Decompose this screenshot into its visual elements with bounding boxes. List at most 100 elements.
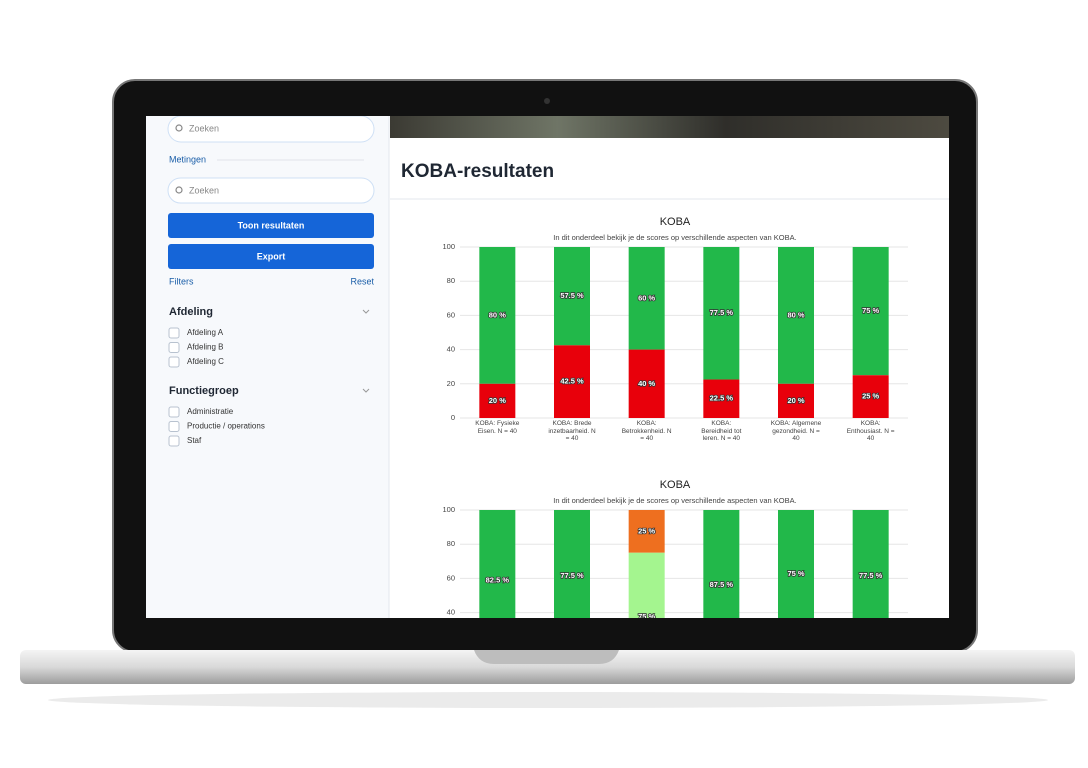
checkbox[interactable] xyxy=(168,327,180,339)
checkbox[interactable] xyxy=(168,342,180,353)
checkbox-label: Afdeling B xyxy=(187,343,223,352)
x-tick-label: KOBA: Fysieke Eisen. N = 40 xyxy=(475,420,520,435)
x-tick-label-box: KOBA: Algemene gezondheid. N = 40 xyxy=(770,420,822,442)
y-tick-label: 60 xyxy=(447,573,455,582)
page-title: KOBA-resultaten xyxy=(401,161,554,182)
x-tick-label: KOBA: Brede inzetbaarheid. N = 40 xyxy=(548,420,596,442)
section-label: Metingen xyxy=(169,154,206,164)
chevron xyxy=(362,309,370,314)
checkbox[interactable] xyxy=(168,421,180,432)
chart-title: KOBA xyxy=(660,216,691,228)
data-label: 80 % xyxy=(489,310,506,319)
data-label: 40 % xyxy=(638,379,655,388)
filter-group-title: Afdeling xyxy=(169,306,213,318)
data-label: 25 % xyxy=(638,526,655,535)
search-box[interactable] xyxy=(167,116,375,143)
y-tick-label: 100 xyxy=(442,242,455,251)
bar-segment xyxy=(778,383,814,418)
checkbox[interactable] xyxy=(168,406,180,418)
button[interactable] xyxy=(168,213,374,238)
checkbox-label: Staf xyxy=(187,436,202,445)
bar-segment xyxy=(852,510,889,618)
y-tick-label: 80 xyxy=(447,276,455,285)
x-tick-label-box: KOBA: Brede inzetbaarheid. N = 40 xyxy=(548,420,596,442)
x-tick-label-box: KOBA: Bereidheid tot leren. N = 40 xyxy=(701,420,742,442)
bar-segment xyxy=(479,383,516,418)
y-tick-label: 80 xyxy=(447,539,455,548)
x-tick-label-box: KOBA: Fysieke Eisen. N = 40 xyxy=(475,420,520,435)
bar-segment xyxy=(479,510,516,618)
banner-image xyxy=(390,116,949,138)
checkbox[interactable] xyxy=(168,356,180,368)
search-icon xyxy=(175,186,183,194)
data-label: 75 % xyxy=(787,569,804,578)
checkbox-label: Productie / operations xyxy=(187,422,265,431)
search-box[interactable] xyxy=(167,177,375,204)
x-tick-label-box: KOBA: Betrokkenheid. N = 40 xyxy=(621,420,672,442)
x-tick-label: KOBA: Bereidheid tot leren. N = 40 xyxy=(701,420,742,442)
bar-segment xyxy=(554,510,590,618)
checkbox-label: Afdeling C xyxy=(187,357,224,366)
data-label: 20 % xyxy=(787,396,804,405)
data-label: 25 % xyxy=(862,392,879,401)
data-label: 75 % xyxy=(862,306,879,315)
search-icon xyxy=(175,124,183,132)
bar-segment xyxy=(703,247,740,380)
chevron xyxy=(362,388,370,393)
bar-segment xyxy=(703,510,740,618)
camera xyxy=(544,98,550,104)
bar-segment xyxy=(778,247,814,384)
shadow xyxy=(48,692,1048,708)
chart-title: KOBA xyxy=(660,479,691,491)
filter-group-title: Functiegroep xyxy=(169,385,239,397)
bar-segment xyxy=(554,345,590,418)
x-tick-label: KOBA: Algemene gezondheid. N = 40 xyxy=(770,420,822,442)
data-label: 77.5 % xyxy=(560,571,584,580)
checkbox-label: Afdeling A xyxy=(187,328,224,337)
bar-segment xyxy=(554,247,590,346)
bar-segment xyxy=(628,247,665,350)
search-placeholder: Zoeken xyxy=(189,185,219,195)
x-tick-label: KOBA: Betrokkenheid. N = 40 xyxy=(621,420,672,442)
button-label: Export xyxy=(257,251,286,261)
data-label: 22.5 % xyxy=(710,394,734,403)
bar-segment xyxy=(778,510,814,618)
y-tick-label: 40 xyxy=(447,345,455,354)
data-label: 42.5 % xyxy=(560,377,584,386)
y-tick-label: 100 xyxy=(442,505,455,514)
y-tick-label: 60 xyxy=(447,310,455,319)
data-label: 80 % xyxy=(787,310,804,319)
reset-link[interactable]: Reset xyxy=(350,276,374,286)
button-label: Toon resultaten xyxy=(238,220,305,230)
bar-segment xyxy=(628,510,665,553)
data-label: 75 % xyxy=(638,612,655,621)
data-label: 57.5 % xyxy=(560,291,584,300)
x-tick-label: KOBA: Enthousiast. N = 40 xyxy=(846,420,895,442)
data-label: 60 % xyxy=(638,293,655,302)
bar-segment xyxy=(703,379,740,418)
y-tick-label: 20 xyxy=(447,379,455,388)
screen: Zoeken Metingen Zoeken Toon resultaten E… xyxy=(146,116,949,621)
notch xyxy=(474,650,619,664)
y-tick-label: 40 xyxy=(447,608,455,617)
chart: KOBA In dit onderdeel bekijk je de scores… xyxy=(442,479,908,621)
data-label: 20 % xyxy=(489,396,506,405)
checkbox[interactable] xyxy=(168,435,180,447)
bar-segment xyxy=(628,349,665,418)
data-label: 77.5 % xyxy=(859,571,883,580)
data-label: 82.5 % xyxy=(486,576,510,585)
y-tick-label: 0 xyxy=(451,413,455,422)
x-tick-label-box: KOBA: Enthousiast. N = 40 xyxy=(846,420,895,442)
bar-segment xyxy=(628,552,665,618)
chart-subtitle: In dit onderdeel bekijk je de scores op … xyxy=(553,496,796,505)
chart-subtitle: In dit onderdeel bekijk je de scores op … xyxy=(553,233,796,242)
button[interactable] xyxy=(168,244,374,269)
bar-segment xyxy=(852,375,889,418)
laptop-base xyxy=(20,650,1075,684)
data-label: 87.5 % xyxy=(710,580,734,589)
bar-segment xyxy=(852,247,889,376)
checkbox-label: Administratie xyxy=(187,407,234,416)
bar-segment xyxy=(479,247,516,384)
